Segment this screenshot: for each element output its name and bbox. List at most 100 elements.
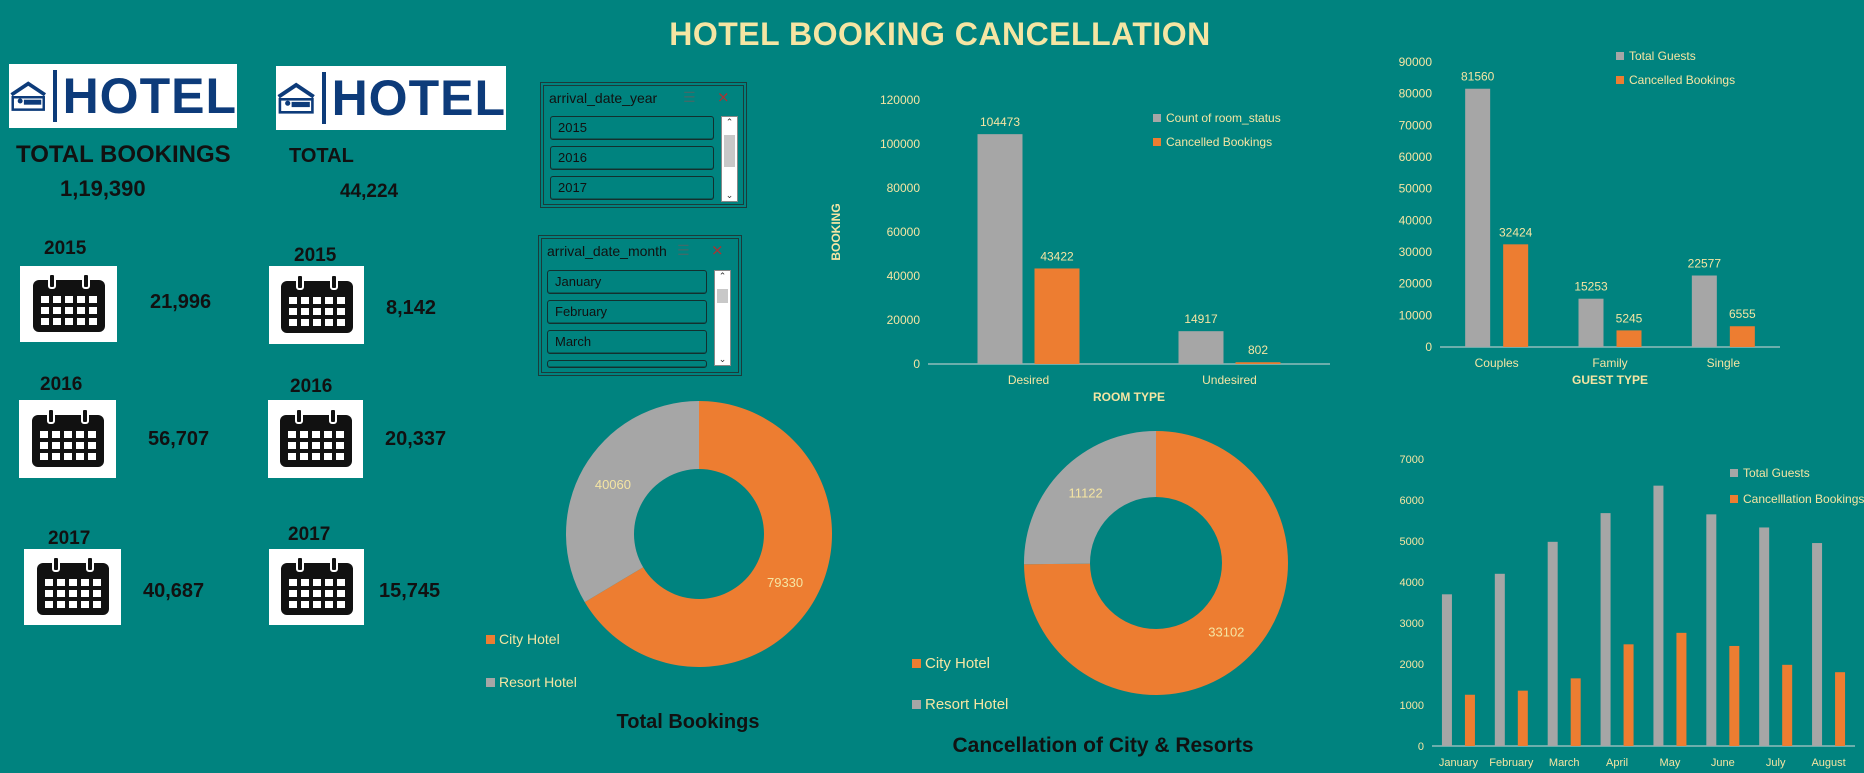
legend-label: City Hotel [499, 631, 560, 647]
x-axis-title: GUEST TYPE [1572, 373, 1648, 387]
data-label: 5245 [1616, 311, 1643, 325]
year-label: 2016 [40, 374, 83, 395]
y-tick-label: 6000 [1400, 495, 1424, 507]
slicer-item-february[interactable]: February [547, 300, 707, 324]
legend-label: Count of room_status [1166, 111, 1281, 125]
slicer-item-january[interactable]: January [547, 270, 707, 294]
legend-swatch [912, 659, 921, 668]
hotel-logo-left: HOTEL [9, 64, 237, 128]
y-tick-label: 40000 [1399, 213, 1433, 227]
year-label: 2017 [48, 528, 91, 549]
bar [1441, 594, 1452, 746]
legend-swatch [1616, 76, 1624, 84]
data-label: 81560 [1461, 70, 1495, 84]
y-tick-label: 30000 [1399, 245, 1433, 259]
bar [977, 134, 1023, 364]
clear-filter-icon[interactable]: ⨯ [711, 242, 724, 259]
x-axis-title: ROOM TYPE [1093, 390, 1165, 404]
bar [1503, 244, 1529, 347]
bar [1676, 632, 1687, 746]
calendar-icon [269, 266, 364, 344]
calendar-icon [268, 400, 363, 478]
pie-slice [566, 401, 699, 603]
calendar-icon [19, 400, 116, 478]
y-tick-label: 2000 [1400, 659, 1424, 671]
y-tick-label: 80000 [1399, 87, 1433, 101]
bar [1653, 485, 1664, 746]
x-tick-label: Family [1592, 356, 1627, 370]
data-label: 11122 [1069, 485, 1103, 500]
x-tick-label: April [1606, 757, 1628, 769]
multi-select-icon[interactable]: ☰ [683, 89, 696, 105]
x-tick-label: March [1549, 757, 1580, 769]
slicer-scrollbar[interactable]: ⌃ ⌄ [714, 270, 731, 366]
slicer-scrollbar[interactable]: ⌃ ⌄ [721, 116, 738, 202]
bar [1178, 331, 1224, 364]
y-tick-label: 0 [1425, 340, 1432, 354]
y-tick-label: 60000 [887, 225, 921, 239]
slicer-item-march[interactable]: March [547, 330, 707, 354]
monthly-bar-chart: 0 1000 2000 3000 4000 5000 6000 7000 January Febr… [1400, 454, 1864, 769]
room-type-bar-chart: 0 20000 40000 60000 80000 100000 120000 104473 4… [829, 93, 1330, 404]
bar [1616, 330, 1642, 347]
year-bookings-value: 56,707 [148, 428, 210, 450]
bar [1235, 362, 1281, 364]
legend-swatch [912, 700, 921, 709]
legend-label: Cancelled Bookings [1166, 135, 1272, 149]
logo-text: HOTEL [331, 70, 506, 126]
bar [1759, 527, 1770, 746]
y-tick-label: 0 [913, 357, 920, 371]
chart-title: Total Bookings [617, 711, 760, 733]
year-label: 2016 [290, 376, 333, 397]
data-label: 79330 [767, 575, 803, 590]
y-tick-label: 20000 [887, 313, 921, 327]
calendar-icon [269, 549, 364, 625]
multi-select-icon[interactable]: ☰ [677, 242, 690, 258]
year-label: 2015 [44, 238, 87, 259]
bar [1570, 678, 1581, 746]
y-tick-label: 120000 [880, 93, 920, 107]
y-tick-label: 100000 [880, 137, 920, 151]
y-tick-label: 1000 [1400, 700, 1424, 712]
bar [1729, 326, 1755, 347]
hotel-logo-right: HOTEL [276, 66, 506, 130]
total-bookings-label: TOTAL BOOKINGS [16, 141, 231, 168]
data-label: 15253 [1574, 280, 1608, 294]
x-tick-label: Desired [1008, 373, 1049, 387]
calendar-icon [20, 266, 117, 342]
slicer-item-2015[interactable]: 2015 [550, 116, 714, 140]
y-tick-label: 40000 [887, 269, 921, 283]
bar [1494, 573, 1505, 746]
legend-swatch [1153, 138, 1161, 146]
logo-text: HOTEL [62, 68, 237, 124]
data-label: 40060 [595, 477, 631, 492]
x-tick-label: Undesired [1202, 373, 1257, 387]
data-label: 104473 [980, 115, 1020, 129]
x-tick-label: Couples [1475, 356, 1519, 370]
y-tick-label: 20000 [1399, 277, 1433, 291]
x-tick-label: May [1660, 757, 1681, 769]
y-tick-label: 10000 [1399, 308, 1433, 322]
bar [1464, 694, 1475, 746]
dashboard-title: HOTEL BOOKING CANCELLATION [669, 16, 1211, 52]
x-tick-label: February [1489, 757, 1534, 769]
data-label: 33102 [1208, 625, 1244, 640]
calendar-icon [24, 549, 121, 625]
bar [1706, 514, 1717, 746]
legend-label: Cancelled Bookings [1629, 73, 1735, 87]
guest-type-bar-chart: 0 10000 20000 30000 40000 50000 60000 70000 8000… [1399, 49, 1780, 387]
slicer-item-2017[interactable]: 2017 [550, 176, 714, 200]
cancellation-donut-chart: 33102 11122 City Hotel Resort Hotel Cancella… [912, 431, 1288, 757]
bar [1812, 543, 1823, 746]
bar [1729, 645, 1740, 746]
bar [1517, 690, 1528, 746]
data-label: 22577 [1688, 257, 1722, 271]
slicer-item-2016[interactable]: 2016 [550, 146, 714, 170]
bar [1691, 275, 1717, 347]
bar [1623, 644, 1634, 746]
year-label: 2017 [288, 524, 331, 545]
x-tick-label: January [1439, 757, 1479, 769]
y-tick-label: 0 [1418, 741, 1424, 753]
clear-filter-icon[interactable]: ⨯ [717, 89, 730, 106]
year-cancelled-value: 8,142 [386, 297, 437, 319]
